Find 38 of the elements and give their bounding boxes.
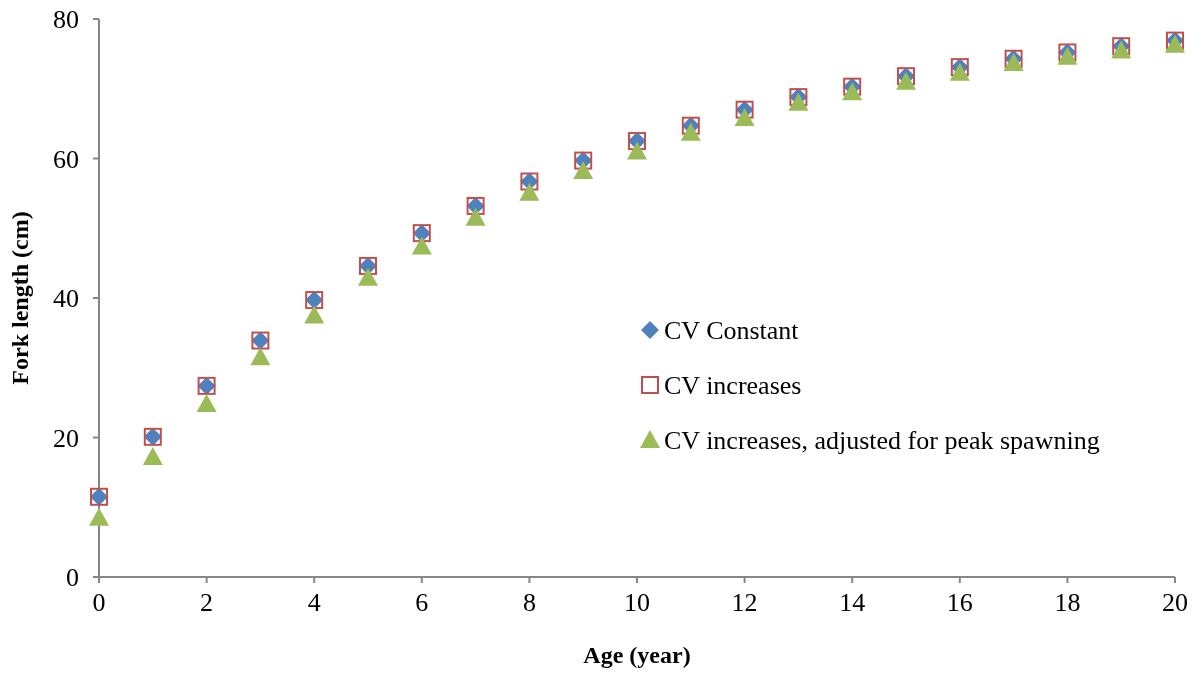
point: [788, 92, 809, 111]
y-tick-label: 0: [66, 563, 79, 593]
x-tick-label: 8: [522, 588, 536, 617]
x-axis-title: Age (year): [583, 642, 691, 668]
y-tick-label: 20: [53, 423, 79, 453]
point: [734, 108, 755, 127]
y-tick-label: 40: [53, 284, 79, 314]
point: [196, 394, 217, 413]
point: [411, 236, 432, 255]
point: [896, 71, 916, 90]
point: [519, 182, 540, 201]
x-tick-label: 10: [624, 588, 650, 617]
legend-label: CV increases: [664, 371, 802, 401]
point: [627, 141, 647, 160]
x-tick-label: 2: [200, 588, 214, 617]
point: [250, 347, 271, 366]
x-tick-label: 18: [1054, 588, 1081, 617]
point: [680, 122, 701, 141]
point: [142, 447, 163, 466]
point: [304, 305, 325, 324]
x-tick-label: 6: [415, 588, 429, 617]
point: [358, 267, 378, 286]
legend-label: CV Constant: [664, 316, 800, 346]
x-tick-label: 16: [946, 588, 973, 617]
y-tick-label: 80: [53, 5, 79, 35]
point: [465, 207, 486, 226]
x-tick-label: 0: [92, 588, 106, 617]
point: [842, 82, 863, 101]
legend-label: CV increases, adjusted for peak spawning: [664, 426, 1100, 456]
x-tick-label: 12: [731, 588, 758, 617]
y-axis-title: Fork length (cm): [7, 211, 33, 385]
x-tick-label: 14: [839, 588, 866, 617]
point: [89, 507, 109, 526]
y-tick-label: 60: [53, 144, 79, 174]
point: [949, 62, 970, 81]
point: [573, 161, 594, 180]
x-tick-label: 20: [1162, 588, 1188, 617]
x-tick-label: 4: [307, 588, 321, 617]
